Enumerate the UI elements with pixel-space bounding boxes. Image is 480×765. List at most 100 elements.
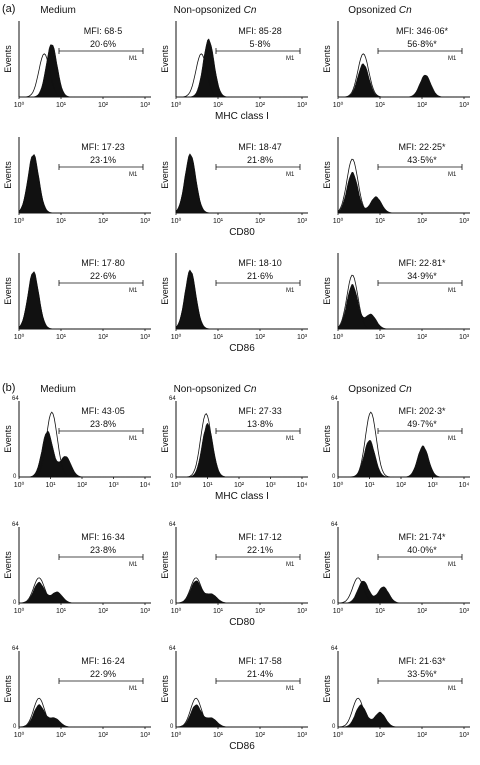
x-tick-label: 10² xyxy=(98,608,109,615)
y-tick-label: 0 xyxy=(13,474,17,480)
y-axis-label: Events xyxy=(160,425,170,453)
mfi-annotation: MFI: 68·5 xyxy=(84,26,123,36)
histogram-plot: Events 10⁰ 10¹ 10² 10³ M1 MFI: 18·10 21·6% xyxy=(160,253,308,341)
y-axis-label: Events xyxy=(3,551,13,579)
y-tick-label: 64 xyxy=(331,646,338,652)
mfi-annotation: MFI: 18·47 xyxy=(238,142,282,152)
percent-annotation: 34·9%* xyxy=(407,271,437,281)
percent-annotation: 22·9% xyxy=(90,669,116,679)
y-tick-label: 64 xyxy=(169,646,176,652)
open-histogram xyxy=(176,53,302,98)
x-tick-label: 10³ xyxy=(459,608,470,615)
x-tick-label: 10³ xyxy=(297,218,308,225)
x-tick-label: 10³ xyxy=(265,482,276,489)
gate-label: M1 xyxy=(286,686,295,692)
column-title-non-opsonized-b: Non-opsonized Cn xyxy=(174,384,257,395)
gate-label: M1 xyxy=(286,562,295,568)
percent-annotation: 23·8% xyxy=(90,419,116,429)
histogram-plot: Events 10⁰ 10¹ 10² 10³ M1 MFI: 22·25* 43·5%* CD8… xyxy=(229,137,470,238)
histogram-plot: Events 10⁰ 10¹ 10² 10³ M1 MFI: 346·06* 56·8%* MH… xyxy=(215,21,470,122)
mfi-annotation: MFI: 43·05 xyxy=(81,406,125,416)
y-tick-label: 64 xyxy=(331,522,338,528)
x-tick-label: 10⁰ xyxy=(14,217,25,225)
open-histogram xyxy=(18,577,145,604)
y-axis-label: Events xyxy=(322,277,332,305)
percent-annotation: 49·7%* xyxy=(407,419,437,429)
x-tick-label: 10¹ xyxy=(375,732,386,739)
y-tick-label: 64 xyxy=(169,396,176,402)
histogram-plot: Events 10⁰ 10¹ 10² 10³ M1 MFI: 17·80 22·6% xyxy=(3,253,151,341)
open-histogram xyxy=(337,274,464,330)
x-tick-label: 10² xyxy=(255,218,266,225)
histogram-plot: Events 10⁰ 10¹ 10² 10³ M1 MFI: 85·28 5·8% xyxy=(160,21,308,109)
y-tick-label: 64 xyxy=(331,396,338,402)
x-tick-label: 10¹ xyxy=(213,334,224,341)
x-tick-label: 10² xyxy=(98,102,109,109)
percent-annotation: 56·8%* xyxy=(407,39,437,49)
column-title-medium-b: Medium xyxy=(40,384,76,395)
y-axis-label: Events xyxy=(322,551,332,579)
open-histogram xyxy=(19,411,145,478)
x-tick-label: 10³ xyxy=(297,732,308,739)
x-tick-label: 10⁰ xyxy=(333,607,344,615)
gate-label: M1 xyxy=(448,172,457,178)
gate-label: M1 xyxy=(448,288,457,294)
x-tick-label: 10⁴ xyxy=(297,482,308,489)
x-tick-label: 10⁰ xyxy=(333,731,344,739)
x-tick-label: 10² xyxy=(417,102,428,109)
y-tick-label: 0 xyxy=(170,600,174,606)
x-tick-label: 10³ xyxy=(459,218,470,225)
percent-annotation: 23·1% xyxy=(90,155,116,165)
y-tick-label: 64 xyxy=(12,646,19,652)
gate-label: M1 xyxy=(286,56,295,62)
y-axis-label: Events xyxy=(3,161,13,189)
x-tick-label: 10² xyxy=(417,218,428,225)
open-histogram xyxy=(338,53,464,98)
percent-annotation: 20·6% xyxy=(90,39,116,49)
y-axis-label: Events xyxy=(3,425,13,453)
percent-annotation: 43·5%* xyxy=(407,155,437,165)
open-histogram xyxy=(337,158,464,214)
x-tick-label: 10³ xyxy=(140,334,151,341)
y-axis-label: Events xyxy=(160,277,170,305)
x-tick-label: 10¹ xyxy=(56,334,67,341)
mfi-annotation: MFI: 21·63* xyxy=(398,656,446,666)
x-tick-label: 10³ xyxy=(140,102,151,109)
percent-annotation: 13·8% xyxy=(247,419,273,429)
y-tick-label: 0 xyxy=(332,724,336,730)
x-tick-label: 10⁰ xyxy=(171,333,182,341)
x-tick-label: 10² xyxy=(255,608,266,615)
gate-label: M1 xyxy=(448,686,457,692)
x-tick-label: 10⁰ xyxy=(171,731,182,739)
panel-b-label: (b) xyxy=(2,382,15,394)
y-tick-label: 64 xyxy=(169,522,176,528)
gate-label: M1 xyxy=(286,288,295,294)
x-tick-label: 10³ xyxy=(297,102,308,109)
y-tick-label: 0 xyxy=(13,724,17,730)
mfi-annotation: MFI: 17·58 xyxy=(238,656,282,666)
mfi-annotation: MFI: 17·23 xyxy=(81,142,125,152)
open-histogram xyxy=(175,577,302,604)
x-tick-label: 10⁰ xyxy=(171,217,182,225)
column-title-medium: Medium xyxy=(40,5,76,16)
histogram-plot: Events 10⁰ 10¹ 10² 10³ M1 MFI: 18·47 21·8% xyxy=(160,137,308,225)
x-tick-label: 10³ xyxy=(459,334,470,341)
column-title-opsonized: Opsonized Cn xyxy=(348,5,412,16)
open-histogram xyxy=(175,697,302,728)
open-histogram xyxy=(175,274,302,330)
x-axis-label: CD80 xyxy=(229,617,255,628)
mfi-annotation: MFI: 18·10 xyxy=(238,258,282,268)
y-axis-label: Events xyxy=(3,675,13,703)
open-histogram xyxy=(18,697,145,728)
column-title-opsonized-b: Opsonized Cn xyxy=(348,384,412,395)
x-tick-label: 10¹ xyxy=(213,102,224,109)
x-tick-label: 10² xyxy=(396,482,407,489)
x-tick-label: 10³ xyxy=(297,608,308,615)
percent-annotation: 21·8% xyxy=(247,155,273,165)
